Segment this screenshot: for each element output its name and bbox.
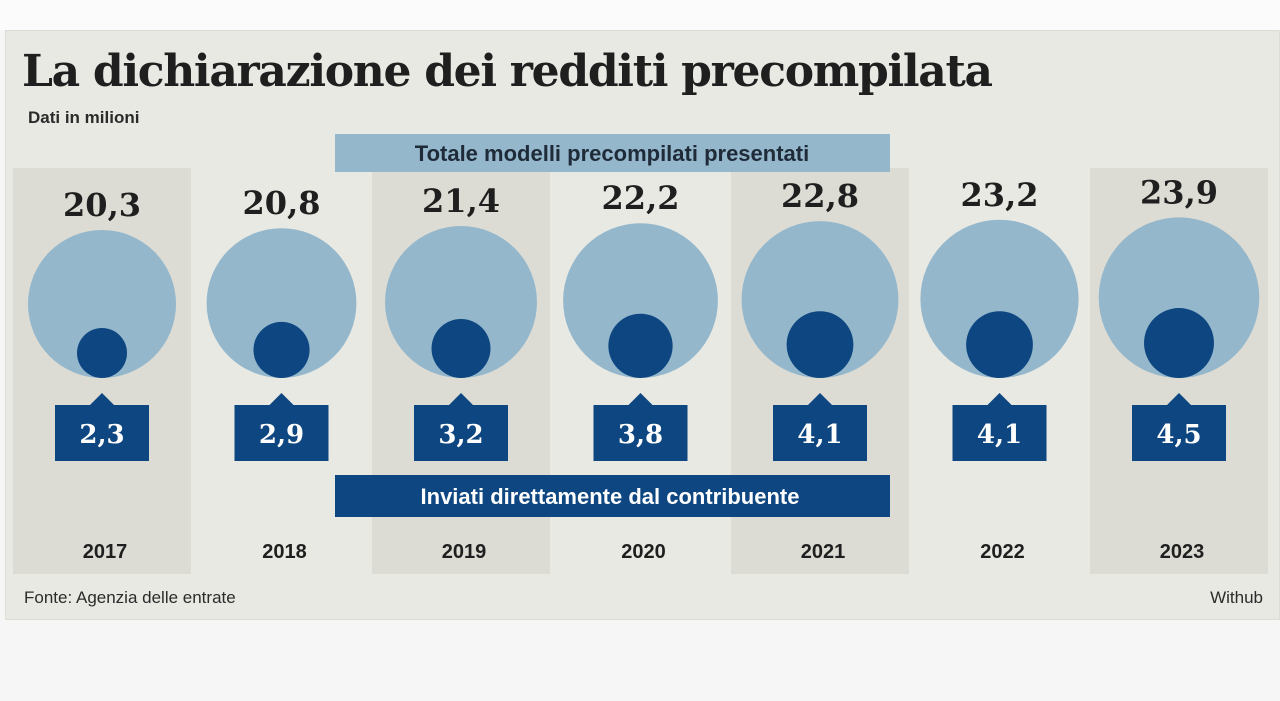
direct-value-pointer (628, 393, 653, 405)
direct-value-label: 2,3 (79, 420, 124, 450)
direct-value-box (593, 405, 688, 461)
top-strip (0, 0, 1280, 30)
direct-series-band (335, 475, 890, 517)
direct-value-box (773, 405, 867, 461)
total-value-label: 21,4 (422, 182, 500, 220)
total-series-band (335, 134, 890, 172)
year-label: 2022 (980, 541, 1025, 563)
source-note: Fonte: Agenzia delle entrate (24, 588, 236, 607)
direct-bubble (608, 313, 673, 379)
direct-value-label: 2,9 (259, 420, 304, 450)
year-label: 2023 (1160, 541, 1205, 563)
total-bubble (385, 226, 537, 378)
year-label: 2018 (262, 541, 307, 563)
total-value-label: 23,9 (1140, 173, 1218, 211)
year-label: 2020 (621, 541, 666, 563)
direct-value-pointer (449, 393, 473, 405)
direct-bubble (431, 319, 491, 378)
total-bubble (920, 219, 1079, 378)
direct-value-box (952, 405, 1047, 461)
total-bubble (206, 228, 357, 378)
direct-bubble (77, 328, 127, 378)
direct-value-label: 4,1 (797, 420, 842, 450)
direct-series-label: Inviati direttamente dal contribuente (421, 484, 800, 509)
total-value-label: 22,2 (602, 179, 680, 217)
year-label: 2017 (83, 541, 128, 563)
direct-value-pointer (808, 393, 832, 405)
total-value-label: 20,3 (63, 186, 141, 224)
series-bands: Totale modelli precompilati presentati In… (335, 134, 890, 517)
direct-value-pointer (269, 393, 294, 405)
direct-value-pointer (987, 393, 1012, 405)
value-labels: 20,3 2,3 2017 20,8 2,9 2018 21,4 3,2 2019 22,2 3,8… (55, 173, 1226, 563)
total-value-label: 20,8 (243, 184, 321, 222)
direct-value-box (234, 405, 329, 461)
bubbles (28, 217, 1260, 379)
chart-title: La dichiarazione dei redditi precompilat… (22, 46, 993, 97)
direct-bubble (966, 311, 1033, 378)
total-series-label: Totale modelli precompilati presentati (415, 141, 809, 166)
direct-value-box (55, 405, 149, 461)
direct-value-label: 4,5 (1156, 420, 1201, 450)
direct-value-box (414, 405, 508, 461)
total-bubble (28, 230, 176, 378)
total-bubble (741, 221, 899, 378)
direct-bubble (1144, 308, 1214, 378)
direct-bubble (786, 311, 854, 378)
direct-value-box (1132, 405, 1226, 461)
direct-value-pointer (90, 393, 114, 405)
total-bubble (1098, 217, 1260, 378)
year-label: 2019 (442, 541, 487, 563)
direct-value-label: 4,1 (977, 420, 1022, 450)
total-value-label: 22,8 (781, 177, 859, 215)
chart-subtitle: Dati in milioni (28, 108, 140, 127)
direct-value-label: 3,8 (618, 420, 663, 450)
total-bubble (563, 223, 718, 378)
total-value-label: 23,2 (961, 176, 1039, 214)
direct-bubble (253, 321, 310, 378)
direct-value-pointer (1167, 393, 1191, 405)
direct-value-label: 3,2 (438, 420, 483, 450)
credit-note: Withub (1210, 588, 1263, 607)
year-label: 2021 (801, 541, 846, 563)
